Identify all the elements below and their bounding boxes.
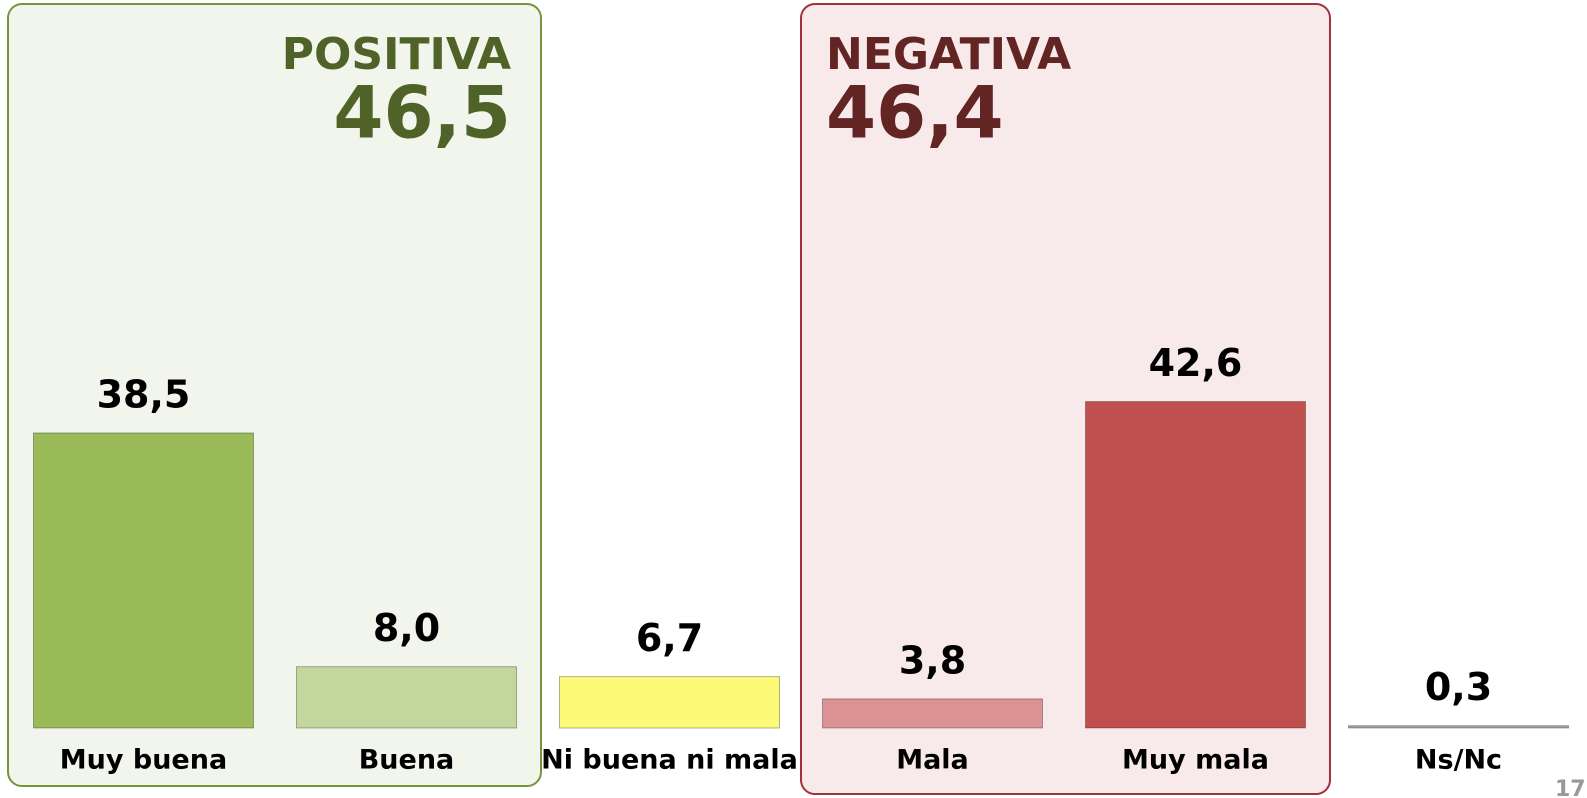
x-tick-label: Muy buena (60, 745, 227, 776)
bar (1349, 726, 1569, 728)
value-label: 6,7 (636, 616, 703, 660)
bar (297, 667, 517, 728)
x-tick-label: Ns/Nc (1415, 745, 1502, 776)
bar (1086, 402, 1306, 728)
x-tick-label: Ni buena ni mala (541, 745, 798, 776)
x-tick-label: Mala (896, 745, 969, 776)
bar (34, 433, 254, 728)
value-label: 3,8 (899, 638, 966, 682)
group-total: 46,5 (333, 71, 511, 155)
x-tick-label: Buena (359, 745, 455, 776)
page-number: 17 (1555, 777, 1586, 798)
group-total: 46,4 (826, 71, 1004, 155)
bar (823, 699, 1043, 728)
value-label: 38,5 (97, 372, 191, 416)
chart: POSITIVA 46,5 NEGATIVA 46,4 17 Muy buena… (0, 0, 1587, 798)
value-label: 0,3 (1425, 665, 1492, 709)
value-label: 42,6 (1149, 341, 1243, 385)
value-label: 8,0 (373, 606, 440, 650)
bar (560, 677, 780, 728)
x-tick-label: Muy mala (1122, 745, 1269, 776)
